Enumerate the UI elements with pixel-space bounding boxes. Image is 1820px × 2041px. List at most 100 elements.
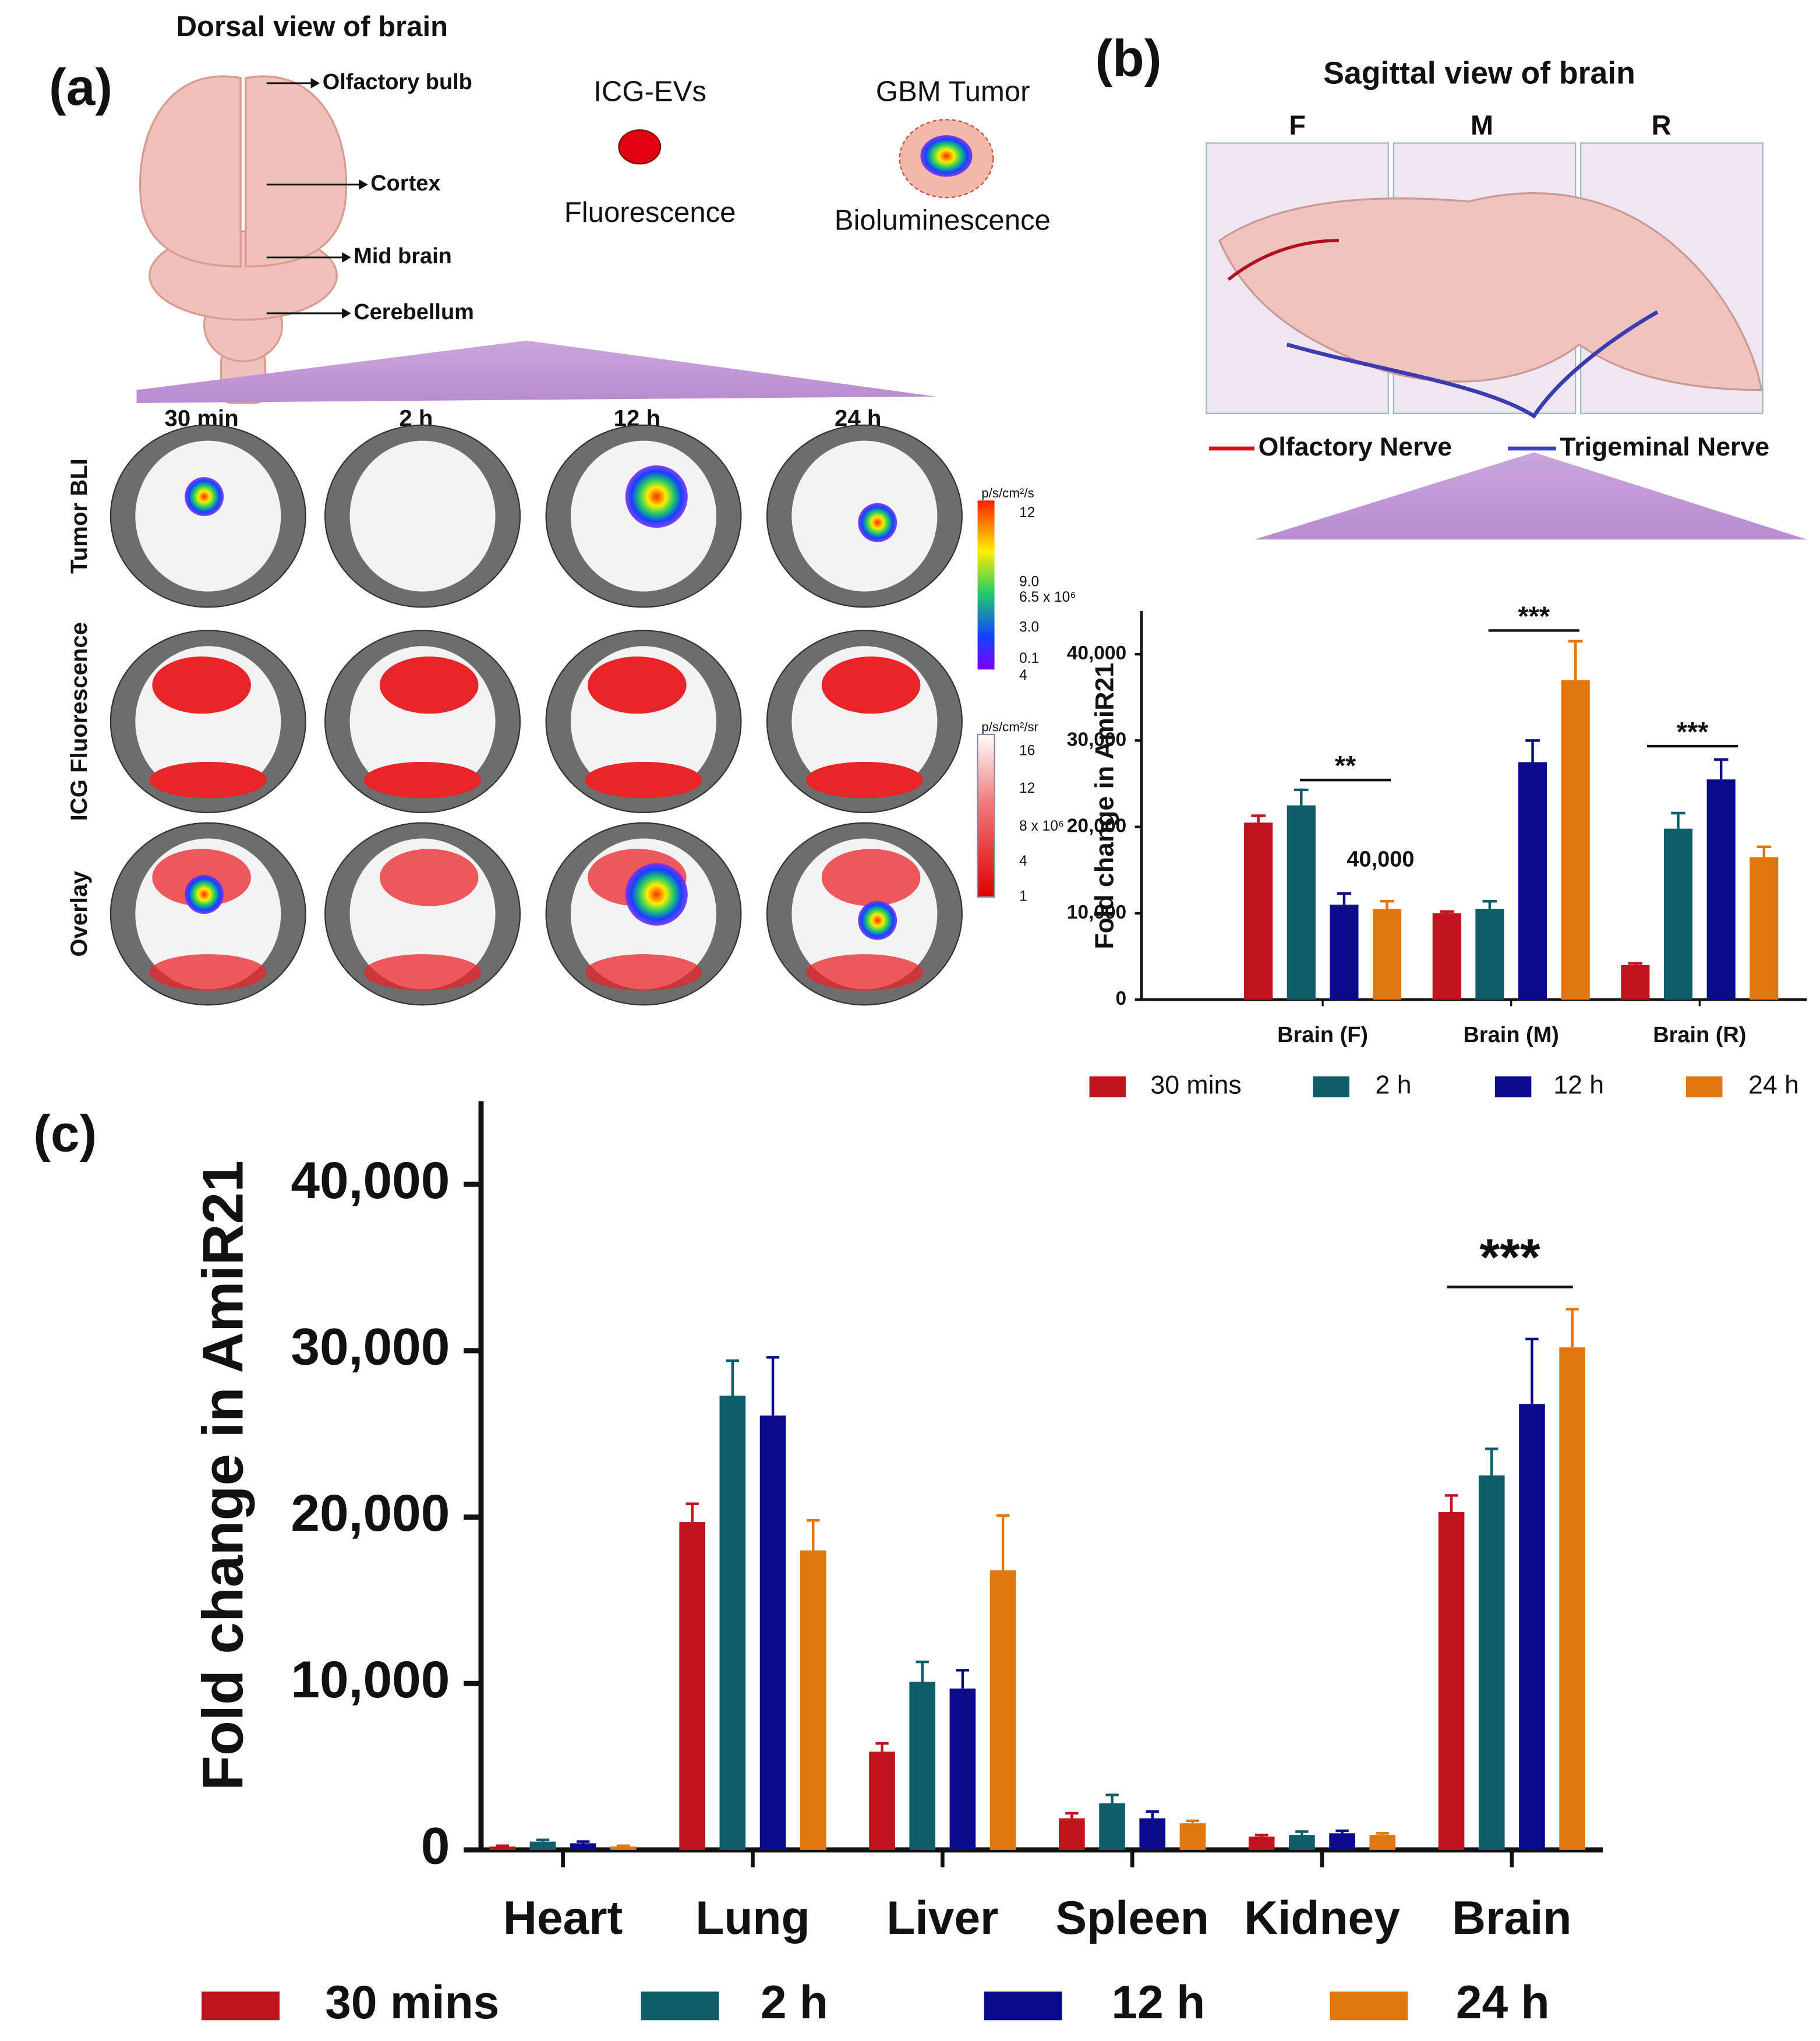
legend-swatch — [202, 1991, 280, 2021]
label: 1 — [1019, 888, 1027, 904]
label: Olfactory Nerve — [1259, 433, 1452, 461]
bar — [1099, 1803, 1125, 1850]
y-tick-label: 10,000 — [291, 1650, 450, 1708]
label: Olfactory bulb — [323, 70, 472, 94]
panel-label: (a) — [49, 58, 112, 116]
legend-swatch — [1313, 1076, 1349, 1097]
significance: *** — [1677, 717, 1709, 747]
bar — [1179, 1823, 1206, 1850]
icg-signal — [585, 954, 702, 991]
label: GBM Tumor — [876, 76, 1030, 108]
icg-colorbar — [977, 733, 995, 898]
bar — [1478, 1475, 1505, 1850]
y-tick-label: 30,000 — [1067, 729, 1126, 750]
bli-colorbar — [977, 500, 995, 670]
icg-signal — [379, 656, 479, 714]
bar — [1373, 909, 1402, 1000]
bli-signal — [625, 465, 688, 528]
y-tick-label: 20,000 — [291, 1484, 450, 1542]
panel-title: Sagittal view of brain — [1323, 57, 1635, 91]
y-tick-label: 40,000 — [1067, 642, 1126, 664]
bar — [1561, 680, 1590, 1000]
icg-signal — [364, 761, 481, 799]
region-label: M — [1471, 110, 1493, 140]
legend-label: 30 mins — [325, 1976, 499, 2029]
significance: *** — [1518, 601, 1550, 631]
region-label: F — [1289, 110, 1306, 140]
icg-signal — [364, 954, 481, 991]
annotation: 40,000 — [1347, 847, 1414, 871]
x-tick-label: Spleen — [1055, 1892, 1208, 1944]
row-label: Overlay — [66, 871, 92, 957]
bar — [1438, 1512, 1465, 1850]
legend-label: 24 h — [1748, 1071, 1799, 1100]
x-tick-label: Lung — [695, 1892, 810, 1944]
x-tick-label: Heart — [503, 1892, 623, 1944]
bli-signal — [625, 863, 688, 926]
bli-signal — [185, 477, 224, 517]
bar — [800, 1550, 826, 1850]
arrow-head — [310, 77, 320, 89]
x-tick-label: Brain (R) — [1653, 1023, 1746, 1047]
label: 4 — [1019, 668, 1027, 683]
ev-icon — [618, 129, 662, 165]
y-tick-label: 40,000 — [291, 1151, 450, 1209]
x-tick-label: Brain (M) — [1464, 1023, 1559, 1047]
arrow-head — [359, 179, 368, 190]
legend-swatch — [641, 1991, 719, 2021]
bar — [679, 1522, 705, 1850]
x-tick-label: Kidney — [1244, 1892, 1400, 1944]
y-axis-label: Fold change in AmiR21 — [191, 1160, 255, 1791]
y-tick-label: 20,000 — [1067, 815, 1126, 837]
bar — [610, 1846, 637, 1850]
icg-signal — [152, 656, 251, 714]
legend-label: 12 h — [1111, 1976, 1205, 2029]
bar — [1621, 965, 1650, 1000]
bar — [1289, 1835, 1315, 1850]
icg-signal — [805, 761, 923, 799]
zoom-wedge — [136, 340, 936, 403]
legend-label: 30 mins — [1150, 1071, 1241, 1100]
icg-signal — [585, 761, 702, 799]
legend-label: 2 h — [761, 1976, 828, 2029]
bar — [1559, 1347, 1585, 1850]
label: 9.0 — [1019, 574, 1039, 589]
bar — [1139, 1818, 1166, 1850]
bar — [1244, 822, 1273, 1000]
icg-signal — [149, 761, 267, 799]
bar — [1059, 1818, 1085, 1850]
scan-inner — [349, 440, 496, 592]
bar — [570, 1843, 596, 1850]
bli-signal — [858, 503, 897, 542]
dorsal-brain — [139, 75, 348, 404]
bar — [1475, 909, 1504, 1000]
label: 12 — [1019, 781, 1035, 796]
icg-signal — [379, 849, 479, 906]
bar — [869, 1752, 895, 1850]
legend-swatch — [984, 1991, 1062, 2021]
label: 12 — [1019, 505, 1035, 521]
label: ICG-EVs — [593, 76, 706, 108]
label: Trigeminal Nerve — [1560, 433, 1769, 461]
y-tick-label: 0 — [421, 1816, 450, 1874]
bli-signal — [185, 875, 224, 914]
label: 16 — [1019, 743, 1035, 758]
bar — [1519, 1404, 1545, 1850]
scan-inner — [135, 440, 281, 592]
label: Bioluminescence — [835, 205, 1051, 236]
y-tick-label: 30,000 — [291, 1317, 450, 1375]
sagittal-diagram — [1206, 142, 1807, 540]
arrow-head — [342, 252, 351, 263]
bar — [1750, 857, 1779, 1000]
label: Fluorescence — [564, 197, 736, 228]
legend-label: 2 h — [1376, 1071, 1412, 1100]
tumor-icon — [899, 119, 994, 199]
label: Mid brain — [354, 244, 452, 269]
bar — [1248, 1837, 1275, 1850]
row-label: ICG Fluorescence — [66, 622, 92, 821]
x-tick-label: Brain (F) — [1277, 1023, 1368, 1047]
label: p/s/cm²/s — [981, 486, 1034, 500]
label: Cerebellum — [354, 300, 474, 324]
panel-label: (b) — [1095, 29, 1161, 87]
